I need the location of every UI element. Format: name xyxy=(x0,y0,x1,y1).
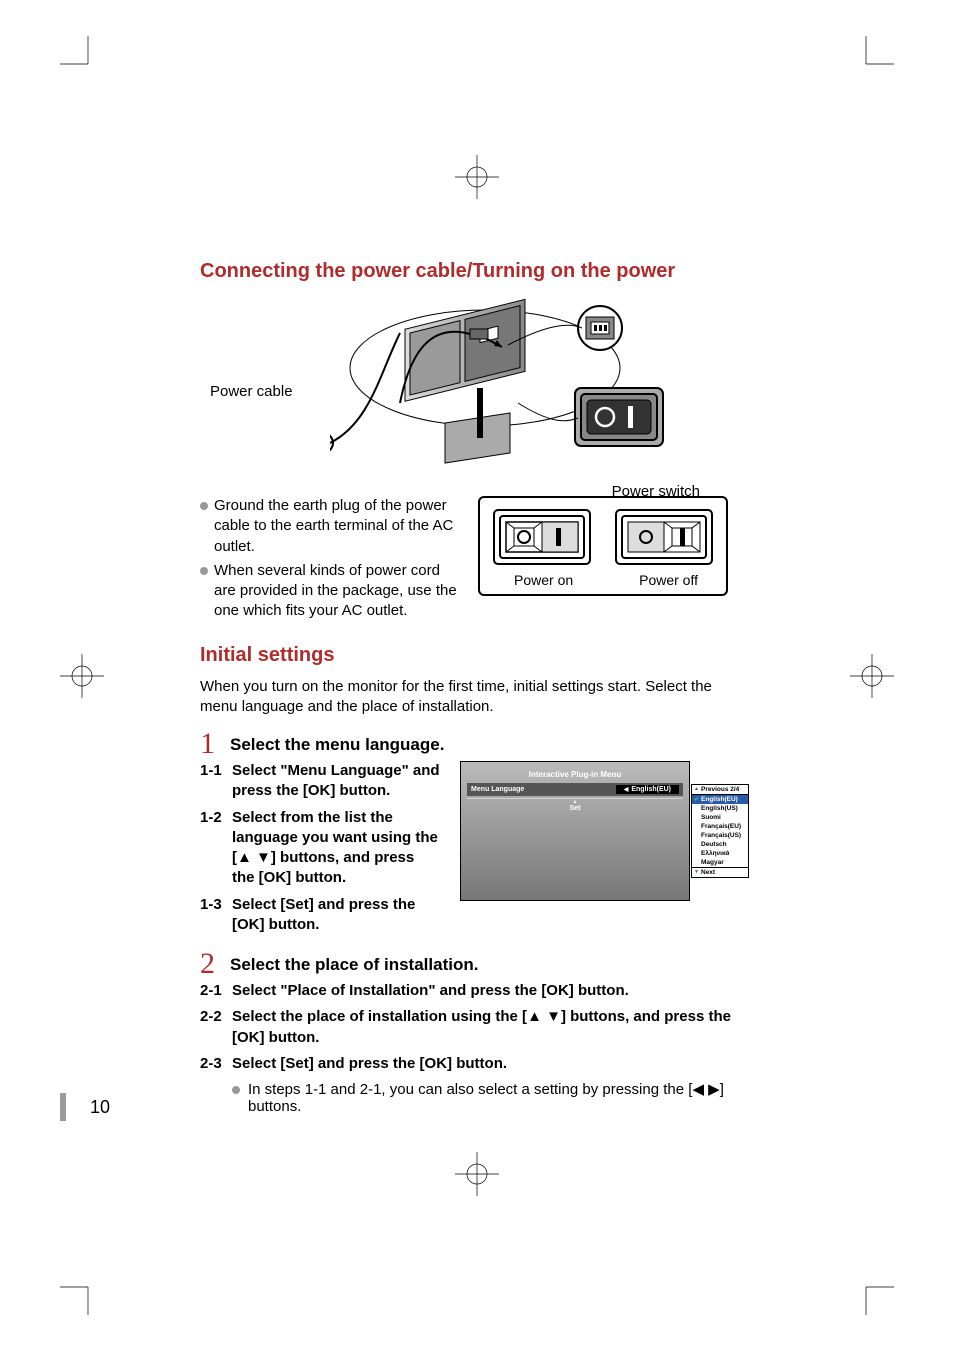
step-1-number: 1 xyxy=(200,729,224,759)
power-cable-diagram: Power cable Power switch xyxy=(200,293,750,488)
registration-mark-bottom xyxy=(455,1152,499,1196)
substep-1-1-tag: 1-1 xyxy=(200,761,232,802)
menu-row-value: English(EU) xyxy=(616,785,679,794)
substep-1-3-text: Select [Set] and press the [OK] button. xyxy=(232,895,440,936)
power-note-1: Ground the earth plug of the power cable… xyxy=(200,496,460,557)
left-right-arrows-icon: ◀ ▶ xyxy=(692,1081,719,1098)
section-heading-power: Connecting the power cable/Turning on th… xyxy=(200,260,750,283)
power-off-label: Power off xyxy=(639,572,698,588)
dropdown-item: English(EU) xyxy=(692,795,748,804)
dropdown-previous: Previous 2/4 xyxy=(692,785,748,795)
language-dropdown: Previous 2/4 English(EU) English(US) Suo… xyxy=(691,784,749,878)
substep-1-3-tag: 1-3 xyxy=(200,895,232,936)
power-on-icon xyxy=(492,508,592,566)
menu-row-label: Menu Language xyxy=(471,786,616,793)
page-number: 10 xyxy=(90,1097,110,1118)
menu-set-label: Set xyxy=(467,798,683,813)
dropdown-next: Next xyxy=(692,868,748,877)
dropdown-item: Suomi xyxy=(692,813,748,822)
crop-mark-br xyxy=(854,1275,894,1315)
menu-title: Interactive Plug-in Menu xyxy=(461,762,689,783)
power-note-2: When several kinds of power cord are pro… xyxy=(200,561,460,622)
power-switch-states: Power on Power off xyxy=(478,496,728,596)
substep-2-3-tag: 2-3 xyxy=(200,1054,232,1074)
substep-2-1-tag: 2-1 xyxy=(200,981,232,1001)
power-notes-list: Ground the earth plug of the power cable… xyxy=(200,496,460,626)
registration-mark-left xyxy=(60,654,104,698)
substep-2-1-text: Select "Place of Installation" and press… xyxy=(232,981,750,1001)
monitor-illustration xyxy=(330,293,710,493)
menu-language-screenshot: Interactive Plug-in Menu Menu Language E… xyxy=(460,761,690,901)
initial-settings-intro: When you turn on the monitor for the fir… xyxy=(200,677,750,718)
power-cable-label: Power cable xyxy=(210,383,293,400)
registration-mark-top xyxy=(455,155,499,199)
step-1-title: Select the menu language. xyxy=(230,729,444,755)
substep-1-1-text: Select "Menu Language" and press the [OK… xyxy=(232,761,440,802)
bullet-icon xyxy=(232,1086,240,1094)
crop-mark-bl xyxy=(60,1275,100,1315)
dropdown-item: Français(US) xyxy=(692,831,748,840)
substep-1-2-text: Select from the list the language you wa… xyxy=(232,808,440,889)
substep-2-3-text: Select [Set] and press the [OK] button. xyxy=(232,1054,750,1074)
substep-2-2-text: Select the place of installation using t… xyxy=(232,1007,750,1048)
step-2-number: 2 xyxy=(200,949,224,979)
step-2-title: Select the place of installation. xyxy=(230,949,478,975)
dropdown-item: Magyar xyxy=(692,858,748,868)
up-down-arrows-icon: ▲ ▼ xyxy=(237,849,271,866)
up-down-arrows-icon: ▲ ▼ xyxy=(527,1008,561,1025)
crop-mark-tr xyxy=(854,36,894,76)
dropdown-item: Ελληνικά xyxy=(692,849,748,858)
substep-2-2-tag: 2-2 xyxy=(200,1007,232,1048)
crop-mark-tl xyxy=(60,36,100,76)
substep-1-2-tag: 1-2 xyxy=(200,808,232,889)
dropdown-item: Français(EU) xyxy=(692,822,748,831)
registration-mark-right xyxy=(850,654,894,698)
page-number-bar: 10 xyxy=(60,1093,110,1121)
section-heading-initial: Initial settings xyxy=(200,644,750,667)
page-tab-icon xyxy=(60,1093,66,1121)
dropdown-item: Deutsch xyxy=(692,840,748,849)
power-on-label: Power on xyxy=(514,572,573,588)
step-note: In steps 1-1 and 2-1, you can also selec… xyxy=(200,1080,750,1115)
dropdown-item: English(US) xyxy=(692,804,748,813)
power-off-icon xyxy=(614,508,714,566)
